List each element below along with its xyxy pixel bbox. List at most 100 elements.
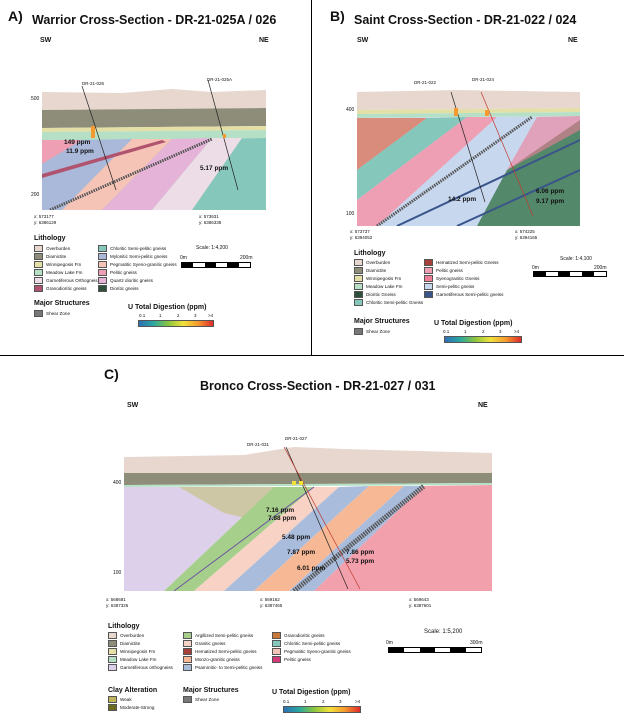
scale-end: 200m [594, 265, 607, 271]
direction-ne: NE [568, 37, 578, 44]
unit-quartz-dioritic [102, 138, 212, 210]
panel-label: C) [104, 366, 119, 382]
shear-zone [292, 484, 426, 591]
assay-value: 149 ppm [64, 139, 91, 146]
panel-c: C) Bronco Cross-Section - DR-21-027 / 03… [0, 357, 624, 725]
scale-end: 300m [470, 640, 483, 646]
u-tick: 1 [159, 313, 162, 318]
direction-sw: SW [40, 37, 52, 44]
assay-value: 11.9 ppm [66, 148, 94, 155]
drillhole-label: DR-21-031 [247, 442, 270, 447]
depth-label: 200 [31, 192, 40, 198]
u-tick: 0.1 [283, 699, 290, 704]
u-tick: 2 [482, 329, 485, 334]
assay-mid [485, 110, 489, 116]
assay-mid [292, 481, 296, 485]
garnetiferous-band [456, 169, 580, 226]
assay-high [91, 126, 95, 138]
coordinate: x: 568681 y: 6387326 [106, 597, 129, 608]
depth-label: 100 [346, 211, 355, 217]
assay-value: 7.87 ppm [287, 549, 316, 556]
assay-mid [299, 481, 303, 485]
unit-overburden [357, 90, 580, 110]
u-tick: 1 [304, 699, 307, 704]
unit-orthogneiss [152, 138, 242, 210]
assay-value: 7.88 ppm [268, 515, 297, 522]
structures-title: Major Structures [354, 318, 410, 325]
unit-diamictite [42, 108, 266, 128]
legend-column: Granodioritic gneiss Chloritic Semi-peli… [272, 631, 351, 663]
u-tick: 2 [322, 699, 325, 704]
u-tick: 3 [194, 313, 197, 318]
u-tick: 3 [339, 699, 342, 704]
depth-label: 500 [31, 96, 40, 102]
panel-b: B) Saint Cross-Section - DR-21-022 / 024… [312, 0, 624, 356]
drillhole-label: DR-21-027 [285, 436, 308, 441]
garnetiferous-band [396, 139, 580, 226]
u-tick: >4 [208, 313, 214, 318]
drillhole-label: DR-21-022 [414, 80, 437, 85]
coordinate: x: 573631 y: 6386338 [199, 214, 222, 225]
panel-label: B) [330, 8, 345, 24]
unit-granodioritic [42, 140, 166, 178]
panel-title: Warrior Cross-Section - DR-21-025A / 026 [32, 13, 277, 27]
u-title: U Total Digestion (ppm) [272, 689, 351, 696]
garnetiferous-band [173, 486, 315, 591]
assay-value: 5.48 ppm [282, 534, 311, 541]
structures-legend: Shear Zone [354, 327, 390, 335]
scale-label: Scale: 1:4,200 [196, 245, 228, 251]
u-colorbar [138, 320, 214, 327]
unit-dioritic [477, 120, 580, 226]
u-tick: >4 [355, 699, 361, 704]
scale-zero: 0m [180, 255, 187, 261]
depth-label: 400 [346, 107, 355, 113]
cross-section [357, 50, 580, 226]
assay-value: 6.06 ppm [536, 188, 565, 195]
legend-column: Chloritic Semi-pelitic gneiss Mylonitic … [98, 244, 177, 292]
u-tick: >4 [514, 329, 520, 334]
u-tick: 3 [499, 329, 502, 334]
scale-bar [533, 271, 607, 277]
coordinate: x: 569643 y: 6387601 [409, 597, 432, 608]
assay-mid [223, 134, 226, 138]
assay-value: 14.2 ppm [448, 196, 477, 203]
cross-section [42, 46, 266, 210]
assay-value: 7.16 ppm [266, 507, 295, 514]
unit-argillized [164, 487, 314, 591]
scale-bar [181, 262, 251, 268]
direction-ne: NE [478, 402, 488, 409]
u-tick: 0.1 [443, 329, 450, 334]
assay-mid [454, 108, 458, 116]
assay-value: 7.86 ppm [346, 549, 375, 556]
drillhole-label: DR-21-025A [207, 77, 233, 82]
scale-bar [388, 647, 482, 653]
scale-end: 200m [240, 255, 253, 261]
legend-column: Hematized Semi-pelitic Gneiss Pelitic gn… [424, 258, 503, 298]
u-colorbar [283, 706, 361, 713]
scale-label: Scale: 1:5,200 [424, 629, 463, 635]
assay-value: 5.17 ppm [200, 165, 229, 172]
unit-meadow-lake [42, 130, 266, 140]
u-tick: 0.1 [139, 313, 146, 318]
coordinate: x: 569162 y: 6387465 [260, 597, 283, 608]
u-tick: 2 [177, 313, 180, 318]
assay-value: 6.01 ppm [297, 565, 326, 572]
shear-zone [49, 137, 213, 210]
clay-legend: Weak Moderate-Strong [108, 695, 154, 711]
drillhole-label: DR-21-024 [472, 77, 495, 82]
legend-column: Overburden Diamictite Winnipegosis Fm Me… [108, 631, 173, 671]
scale-zero: 0m [532, 265, 539, 271]
scale-zero: 0m [386, 640, 393, 646]
panel-title: Bronco Cross-Section - DR-21-027 / 031 [200, 379, 436, 393]
u-title: U Total Digestion (ppm) [434, 320, 513, 327]
legend-column: Overburden Diamictite Winnipegosis Fm Me… [354, 258, 423, 306]
unit-syenogranitic [507, 116, 580, 170]
coordinate: x: 573177 y: 6386129 [34, 214, 57, 225]
coordinate: x: 574225 y: 6394165 [515, 229, 538, 240]
panel-title: Saint Cross-Section - DR-21-022 / 024 [354, 13, 577, 27]
unit-monzo [254, 486, 404, 591]
shear-zone [376, 115, 533, 226]
depth-label: 400 [113, 480, 122, 486]
drillhole-027 [283, 446, 361, 590]
unit-diamictite [124, 473, 492, 485]
